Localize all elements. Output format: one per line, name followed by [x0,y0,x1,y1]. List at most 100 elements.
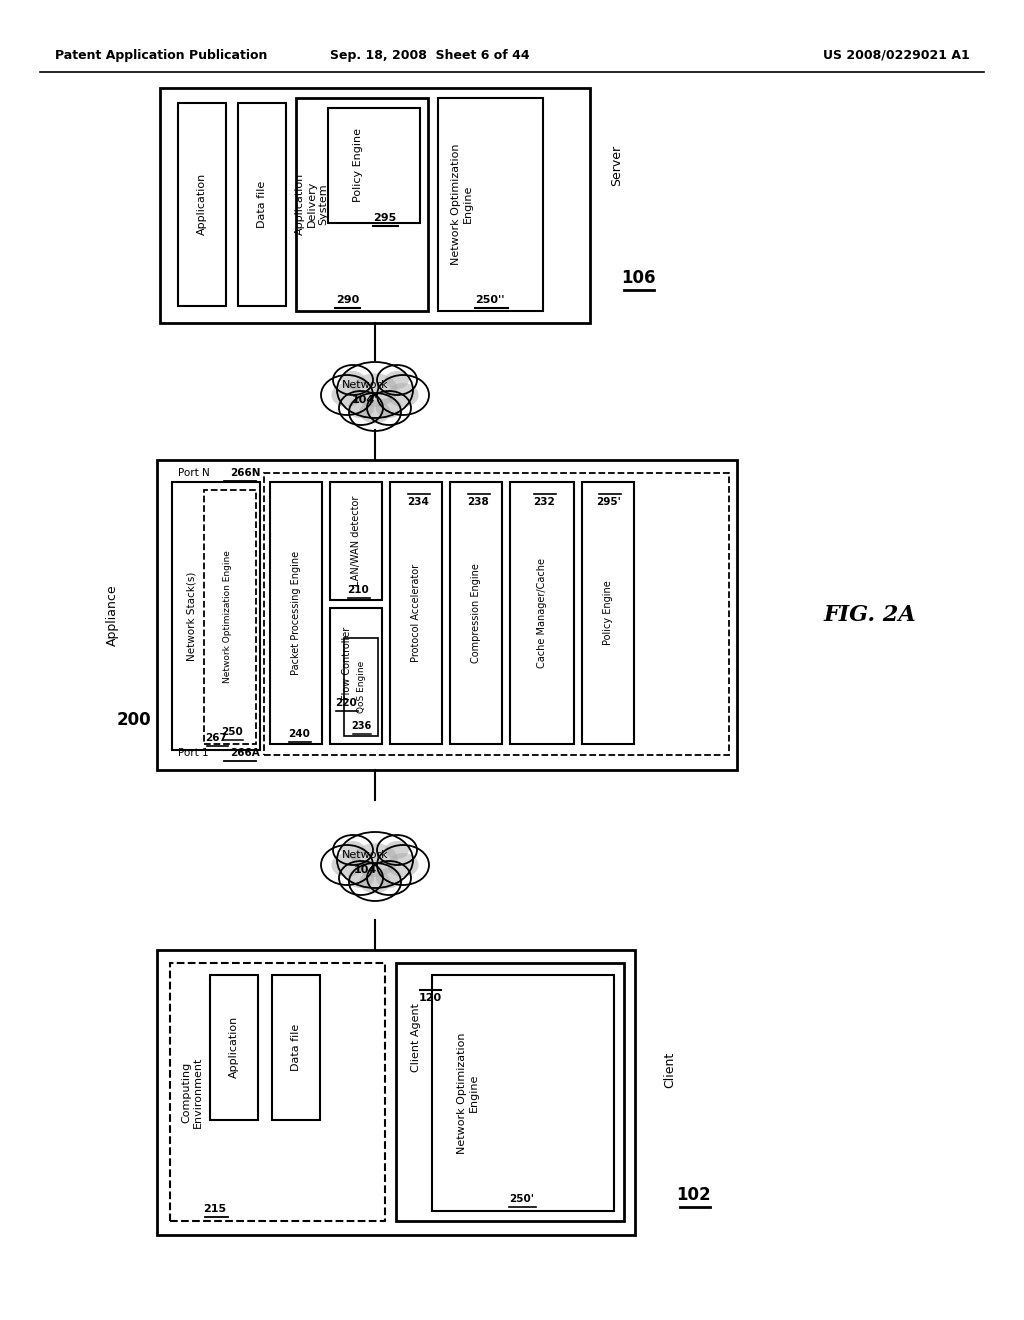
Bar [170,964,385,1221]
Ellipse shape [359,400,390,424]
Bar [390,482,442,744]
Text: 250'': 250'' [475,294,505,305]
Text: 266A: 266A [230,748,260,758]
Text: Network Optimization Engine: Network Optimization Engine [223,550,232,684]
Bar [264,473,729,755]
Text: Cache Manager/Cache: Cache Manager/Cache [537,558,547,668]
Ellipse shape [387,853,419,876]
Text: 267: 267 [205,733,227,743]
Text: Client Agent: Client Agent [411,1003,421,1072]
Bar [296,98,428,312]
Ellipse shape [339,861,383,895]
Bar [330,609,382,744]
Text: 238: 238 [467,498,488,507]
Text: Network: Network [342,850,388,861]
Ellipse shape [341,841,365,859]
Ellipse shape [348,397,374,418]
Ellipse shape [341,371,365,389]
Text: Patent Application Publication: Patent Application Publication [55,49,267,62]
Text: 200: 200 [117,711,152,729]
Ellipse shape [332,383,362,407]
Text: Compression Engine: Compression Engine [471,564,481,663]
Ellipse shape [385,371,409,389]
Ellipse shape [377,845,429,884]
Text: Port N: Port N [178,469,210,478]
Ellipse shape [339,391,383,425]
Ellipse shape [387,383,419,407]
Ellipse shape [385,841,409,859]
Ellipse shape [332,853,362,876]
Bar [344,638,378,737]
Bar [238,103,286,306]
Text: Network Stack(s): Network Stack(s) [187,572,197,661]
Text: LAN/WAN detector: LAN/WAN detector [351,496,361,586]
Ellipse shape [349,863,401,902]
Text: 102: 102 [677,1185,712,1204]
Text: US 2008/0229021 A1: US 2008/0229021 A1 [823,49,970,62]
Text: 236: 236 [351,721,371,731]
Ellipse shape [377,375,429,414]
Bar [582,482,634,744]
Bar [432,975,614,1210]
Text: Network Optimization
Engine: Network Optimization Engine [457,1032,479,1154]
Ellipse shape [321,375,373,414]
Text: Data file: Data file [257,181,267,227]
Text: Network: Network [342,380,388,389]
Text: Client: Client [664,1052,677,1088]
Ellipse shape [376,397,402,418]
Text: 104': 104' [352,395,378,405]
Text: Packet Processing Engine: Packet Processing Engine [291,550,301,675]
Text: Server: Server [610,144,624,186]
Ellipse shape [333,366,373,395]
Text: Application: Application [229,1016,239,1078]
Text: Application
Delivery
System: Application Delivery System [295,173,329,235]
Ellipse shape [337,362,413,418]
Text: Policy Engine: Policy Engine [353,128,362,202]
Text: 232: 232 [534,498,555,507]
Ellipse shape [352,843,397,876]
Text: 220: 220 [335,698,357,708]
Bar [157,459,737,770]
Ellipse shape [367,391,411,425]
Ellipse shape [349,393,401,432]
Text: 234: 234 [408,498,429,507]
Text: 106: 106 [621,269,655,286]
Ellipse shape [333,836,373,865]
Bar [438,98,543,312]
Ellipse shape [377,366,417,395]
Ellipse shape [359,871,390,894]
Text: 104: 104 [353,865,377,875]
Bar [396,964,624,1221]
Ellipse shape [321,845,373,884]
Bar [178,103,226,306]
Bar [270,482,322,744]
Text: Appliance: Appliance [105,585,119,645]
Text: Flow Controller: Flow Controller [342,627,352,700]
Bar [330,482,382,601]
Ellipse shape [367,861,411,895]
Ellipse shape [337,832,413,888]
Ellipse shape [352,374,397,407]
Bar [160,88,590,323]
Bar [328,108,420,223]
Bar [204,490,256,744]
Bar [272,975,319,1119]
Text: 250: 250 [221,727,243,737]
Text: 250': 250' [510,1195,535,1204]
Bar [157,950,635,1236]
Text: 215: 215 [204,1204,226,1214]
Text: 290: 290 [336,294,359,305]
Text: 240: 240 [288,729,310,739]
Text: Computing
Environment: Computing Environment [181,1056,203,1127]
Text: 266N: 266N [230,469,260,478]
Bar [172,482,260,750]
Text: 210: 210 [347,585,369,595]
Bar [450,482,502,744]
Text: Protocol Accelerator: Protocol Accelerator [411,564,421,663]
Ellipse shape [376,867,402,888]
Bar [510,482,574,744]
Ellipse shape [348,867,374,888]
Bar [210,975,258,1119]
Ellipse shape [377,836,417,865]
Text: 295: 295 [374,213,396,223]
